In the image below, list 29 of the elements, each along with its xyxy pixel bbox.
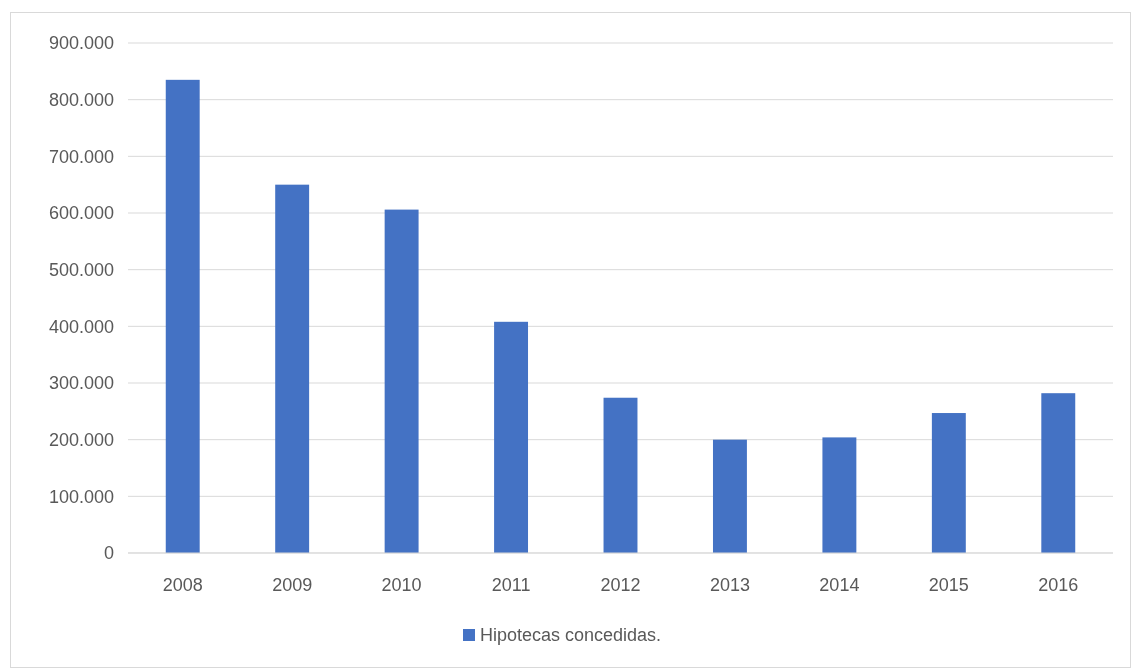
bar <box>822 437 857 553</box>
y-tick-label: 100.000 <box>48 486 114 507</box>
bar <box>712 439 747 553</box>
x-tick-label: 2015 <box>928 575 969 595</box>
x-tick-label: 2012 <box>600 575 641 595</box>
x-tick-label: 2014 <box>819 575 860 595</box>
y-tick-label: 300.000 <box>48 373 114 394</box>
y-tick-label: 700.000 <box>48 146 114 167</box>
bar <box>931 413 966 553</box>
x-tick-label: 2010 <box>381 575 422 595</box>
y-tick-label: 800.000 <box>48 89 114 110</box>
bar <box>275 184 310 553</box>
bar <box>165 79 200 553</box>
y-tick-label: 200.000 <box>48 429 114 450</box>
x-tick-label: 2009 <box>272 575 313 595</box>
bar <box>384 209 419 553</box>
x-tick-label: 2013 <box>709 575 750 595</box>
y-tick-label: 600.000 <box>48 203 114 224</box>
x-tick-label: 2011 <box>491 575 531 595</box>
y-tick-label: 400.000 <box>48 316 114 337</box>
x-tick-label: 2016 <box>1038 575 1079 595</box>
y-tick-label: 0 <box>103 543 114 564</box>
legend-label: Hipotecas concedidas. <box>480 625 662 646</box>
y-tick-label: 900.000 <box>48 33 114 54</box>
bar <box>1041 393 1076 553</box>
y-tick-label: 500.000 <box>48 259 114 280</box>
bar <box>494 321 529 553</box>
x-tick-label: 2008 <box>162 575 203 595</box>
bar <box>603 397 638 553</box>
